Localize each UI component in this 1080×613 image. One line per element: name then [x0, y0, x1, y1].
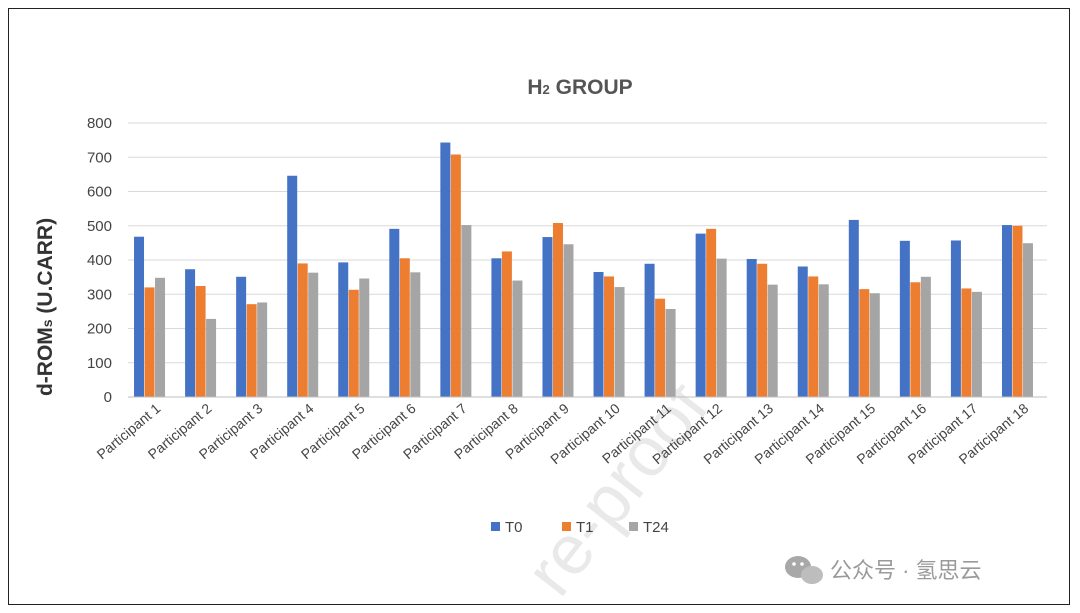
bar-t0-4 [287, 175, 298, 397]
bar-t0-15 [848, 219, 859, 397]
bar-t1-14 [808, 276, 819, 397]
watermark-text: 公众号 · 氢思云 [830, 558, 982, 583]
bar-t1-11 [655, 298, 666, 397]
bars [134, 142, 1033, 397]
bar-t24-2 [206, 318, 217, 397]
bar-t1-3 [246, 304, 257, 397]
bar-t0-16 [899, 240, 910, 397]
gridlines [128, 122, 1047, 364]
wechat-icon [785, 556, 823, 584]
legend: T0 T1 T24 [491, 519, 669, 536]
bar-t24-12 [716, 258, 727, 397]
bar-t1-1 [144, 287, 155, 397]
y-tick-label: 300 [87, 286, 112, 303]
bar-t0-6 [389, 228, 400, 397]
y-ticks: 0 100 200 300 400 500 600 700 800 [87, 115, 112, 406]
y-tick-label: 200 [87, 321, 112, 338]
bar-t0-2 [185, 269, 196, 397]
y-tick-label: 400 [87, 252, 112, 269]
y-axis-label: d-ROMs (U.CARR) [34, 218, 57, 396]
bar-t24-11 [665, 308, 676, 397]
bar-t24-3 [257, 302, 268, 397]
bar-t0-7 [440, 142, 451, 397]
y-tick-label: 500 [87, 218, 112, 235]
bar-t0-13 [746, 258, 757, 397]
bar-t0-3 [236, 276, 247, 397]
bar-t1-8 [501, 251, 512, 397]
bar-t24-13 [767, 284, 778, 397]
bar-t1-15 [859, 289, 870, 397]
bar-t24-18 [1022, 243, 1033, 397]
bar-t1-16 [910, 282, 921, 397]
legend-swatch-t0 [491, 522, 500, 531]
bar-t24-16 [920, 276, 931, 397]
bar-t24-6 [410, 272, 421, 397]
bar-t1-2 [195, 286, 206, 397]
legend-swatch-t1 [562, 522, 571, 531]
chart-title: H2 GROUP [527, 76, 632, 99]
bar-t24-4 [308, 272, 319, 397]
bar-t0-11 [644, 263, 655, 397]
bar-t24-7 [461, 225, 472, 397]
y-tick-label: 600 [87, 184, 112, 201]
bar-t0-10 [593, 271, 604, 397]
wechat-watermark: 公众号 · 氢思云 [785, 556, 982, 584]
legend-label-t0: T0 [505, 519, 523, 536]
legend-label-t1: T1 [576, 519, 594, 536]
bar-t1-10 [604, 276, 615, 397]
bar-t1-13 [757, 263, 768, 397]
legend-label-t24: T24 [643, 519, 669, 536]
y-tick-label: 700 [87, 149, 112, 166]
bar-t1-4 [297, 263, 308, 397]
bar-t0-17 [950, 240, 961, 397]
bar-t24-17 [971, 291, 982, 397]
bar-t0-5 [338, 262, 349, 397]
y-tick-label: 800 [87, 115, 112, 132]
bar-t1-5 [348, 289, 359, 397]
bar-t24-5 [359, 278, 370, 397]
diagonal-watermark: re-proof [510, 368, 723, 610]
bar-t1-18 [1012, 225, 1023, 397]
bar-t0-14 [797, 266, 808, 397]
bar-t0-12 [695, 233, 706, 397]
chart-frame [8, 8, 1070, 605]
bar-t24-15 [869, 293, 880, 397]
bar-t24-9 [563, 244, 574, 397]
bar-t1-17 [961, 288, 972, 397]
bar-t0-18 [1001, 225, 1012, 397]
bar-t24-14 [818, 284, 829, 397]
bar-t0-8 [491, 258, 502, 397]
bar-t1-7 [450, 154, 461, 397]
bar-t1-6 [399, 258, 410, 397]
bar-t0-1 [134, 236, 145, 397]
bar-t0-9 [542, 237, 553, 397]
bar-t24-1 [155, 277, 166, 397]
bar-t24-8 [512, 280, 523, 397]
y-tick-label: 100 [87, 355, 112, 372]
bar-t1-9 [552, 223, 563, 397]
y-tick-label: 0 [104, 389, 112, 406]
bar-t24-10 [614, 287, 625, 397]
bar-t1-12 [706, 228, 717, 397]
legend-swatch-t24 [629, 522, 638, 531]
